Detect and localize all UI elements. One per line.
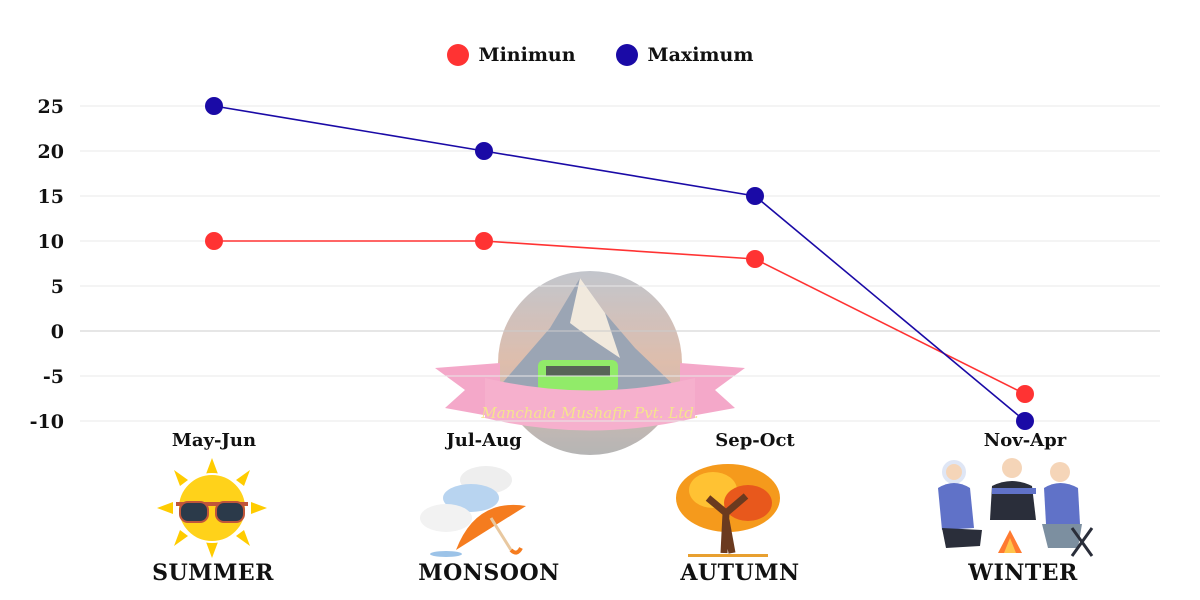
data-point-maximum[interactable] xyxy=(475,142,493,160)
legend-marker-minimum xyxy=(446,44,469,66)
svg-text:-5: -5 xyxy=(43,366,64,388)
data-point-maximum[interactable] xyxy=(746,187,764,205)
people-campfire-icon xyxy=(938,458,1094,557)
svg-text:10: 10 xyxy=(38,231,64,253)
svg-text:May-Jun: May-Jun xyxy=(172,430,256,451)
season-label-summer: SUMMER xyxy=(152,560,274,586)
data-point-minimum[interactable] xyxy=(746,250,764,268)
autumn-tree-icon xyxy=(676,464,780,557)
legend-item-maximum[interactable]: Maximum xyxy=(615,44,754,66)
season-label-winter: WINTER xyxy=(968,560,1078,586)
sun-with-sunglasses-icon xyxy=(157,458,267,558)
legend-label-minimum: Minimun xyxy=(478,44,576,66)
svg-text:20: 20 xyxy=(38,141,64,163)
svg-text:0: 0 xyxy=(51,321,64,343)
data-point-minimum[interactable] xyxy=(475,232,493,250)
data-point-minimum[interactable] xyxy=(205,232,223,250)
legend-item-minimum[interactable]: Minimun xyxy=(446,44,576,66)
data-point-minimum[interactable] xyxy=(1016,385,1034,403)
data-point-maximum[interactable] xyxy=(205,97,223,115)
svg-text:-10: -10 xyxy=(30,411,64,433)
x-axis-ticks: May-Jun Jul-Aug Sep-Oct Nov-Apr xyxy=(172,430,1067,451)
y-axis-ticks: 25 20 15 10 5 0 -5 -10 xyxy=(30,96,64,433)
legend-marker-maximum xyxy=(615,44,638,66)
company-logo-watermark: Manchala Mushafir Pvt. Ltd. xyxy=(435,271,745,455)
grid-lines xyxy=(80,105,1160,422)
season-label-monsoon: MONSOON xyxy=(418,560,560,586)
svg-text:15: 15 xyxy=(38,186,64,208)
series-minimum xyxy=(205,232,1034,403)
data-point-maximum[interactable] xyxy=(1016,412,1034,430)
svg-text:Nov-Apr: Nov-Apr xyxy=(984,430,1067,451)
chart-legend: Minimun Maximum xyxy=(0,44,1200,66)
svg-text:5: 5 xyxy=(51,276,64,298)
legend-label-maximum: Maximum xyxy=(647,44,754,66)
series-maximum xyxy=(205,97,1034,430)
svg-text:Jul-Aug: Jul-Aug xyxy=(444,430,522,451)
watermark-text: Manchala Mushafir Pvt. Ltd. xyxy=(480,404,698,422)
rain-cloud-umbrella-icon xyxy=(420,466,526,557)
svg-text:25: 25 xyxy=(38,96,64,118)
svg-text:Sep-Oct: Sep-Oct xyxy=(715,430,795,451)
season-label-autumn: AUTUMN xyxy=(680,560,800,586)
